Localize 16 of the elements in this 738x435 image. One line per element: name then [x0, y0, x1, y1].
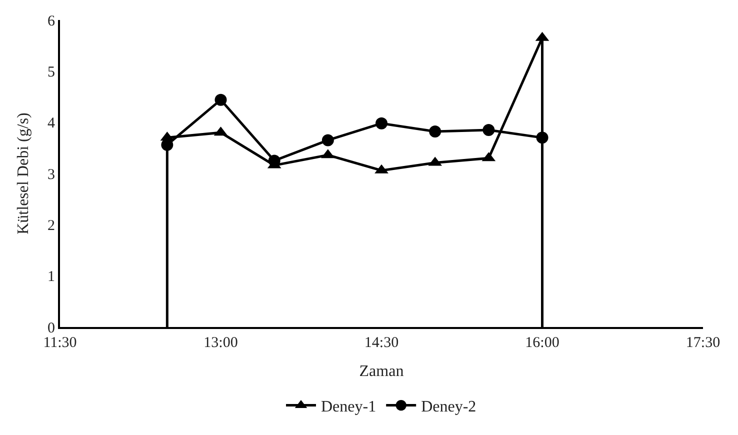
legend-label: Deney-1 [321, 398, 376, 416]
legend-label: Deney-2 [421, 398, 476, 416]
x-axis-title: Zaman [359, 363, 404, 380]
y-tick-label: 2 [48, 218, 55, 234]
y-tick-label: 5 [48, 64, 55, 80]
x-tick-label: 14:30 [364, 335, 399, 351]
y-tick-label: 1 [48, 269, 55, 286]
y-tick-label: 6 [48, 13, 56, 30]
x-tick-label: 16:00 [525, 335, 560, 351]
y-tick-label: 4 [48, 116, 56, 132]
x-tick-label: 17:30 [686, 335, 720, 351]
y-tick-label: 0 [48, 320, 55, 336]
y-axis-title: Kütlesel Debi (g/s) [14, 112, 32, 234]
y-tick-label: 3 [48, 166, 55, 183]
x-tick-label: 13:00 [204, 335, 238, 351]
x-tick-label: 11:30 [43, 335, 77, 351]
